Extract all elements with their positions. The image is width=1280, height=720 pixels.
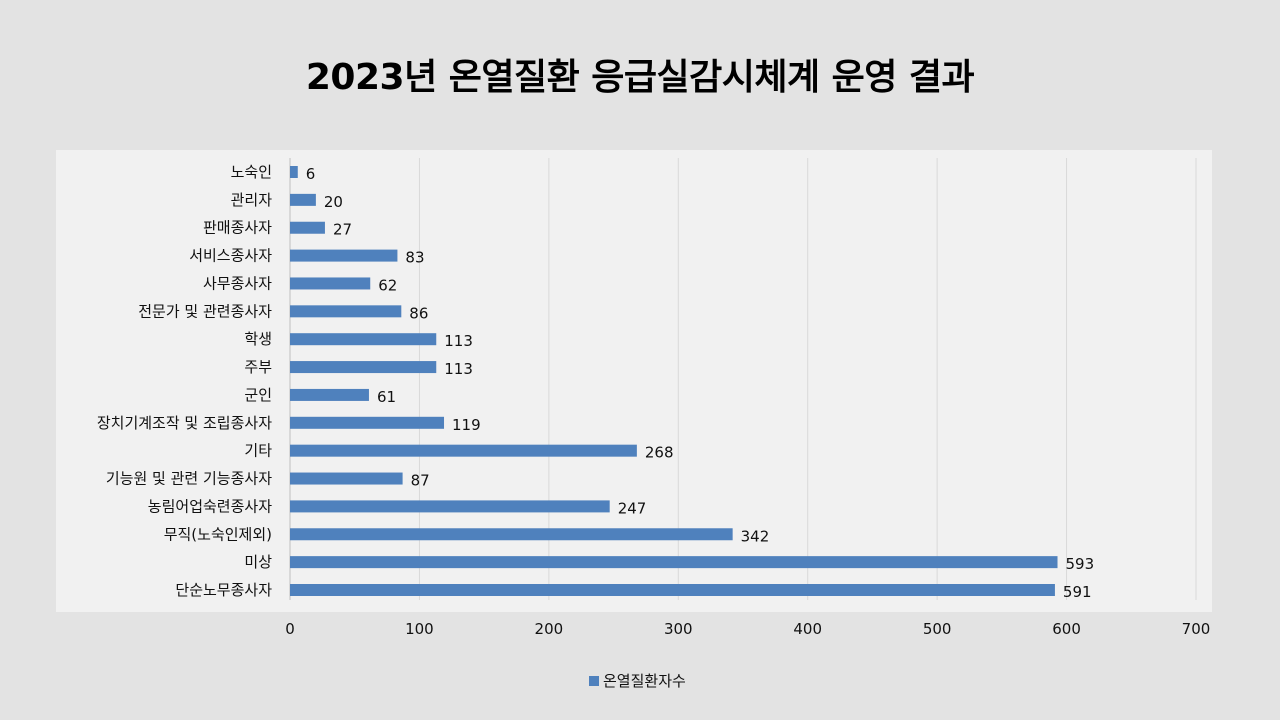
- category-label: 노숙인: [231, 163, 272, 181]
- bar: [290, 193, 316, 206]
- bar: [290, 416, 445, 429]
- data-label: 27: [333, 221, 352, 239]
- bar: [290, 361, 437, 374]
- data-label: 591: [1063, 583, 1092, 601]
- x-tick-label: 500: [923, 620, 952, 638]
- x-tick-label: 100: [405, 620, 434, 638]
- data-label: 87: [411, 472, 430, 490]
- data-label: 83: [405, 249, 424, 267]
- x-tick-label: 300: [664, 620, 693, 638]
- category-label: 군인: [244, 386, 272, 404]
- x-tick-label: 0: [285, 620, 295, 638]
- category-label: 장치기계조작 및 조립종사자: [97, 414, 272, 432]
- bar: [290, 305, 402, 318]
- bar: [290, 472, 403, 485]
- data-label: 113: [444, 332, 473, 350]
- data-label: 61: [377, 388, 396, 406]
- bar: [290, 249, 398, 262]
- category-label: 서비스종사자: [189, 247, 272, 265]
- data-label: 6: [306, 165, 316, 183]
- data-label: 119: [452, 416, 481, 434]
- data-label: 342: [741, 527, 770, 545]
- bar: [290, 388, 369, 401]
- data-label: 247: [618, 499, 647, 517]
- legend-label: 온열질환자수: [603, 672, 686, 690]
- bar: [290, 166, 298, 178]
- bar: [290, 444, 637, 457]
- x-tick-label: 600: [1052, 620, 1081, 638]
- category-label: 무직(노숙인제외): [164, 525, 272, 543]
- data-label: 268: [645, 444, 674, 462]
- category-label: 기능원 및 관련 기능종사자: [106, 470, 272, 488]
- category-label: 주부: [244, 358, 272, 376]
- x-tick-label: 200: [535, 620, 564, 638]
- bar: [290, 556, 1058, 569]
- category-label: 학생: [244, 330, 272, 348]
- category-label: 미상: [244, 553, 272, 571]
- data-label: 20: [324, 193, 343, 211]
- bar: [290, 221, 325, 234]
- category-label: 판매종사자: [203, 219, 272, 237]
- bar: [290, 333, 437, 346]
- legend-swatch: [589, 676, 599, 686]
- data-label: 62: [378, 276, 397, 294]
- category-label: 농림어업숙련종사자: [148, 497, 272, 515]
- category-label: 기타: [244, 442, 272, 460]
- x-tick-label: 400: [793, 620, 822, 638]
- category-label: 전문가 및 관련종사자: [138, 302, 272, 320]
- bar: [290, 528, 733, 541]
- bar: [290, 500, 610, 513]
- category-label: 사무종사자: [203, 274, 272, 292]
- data-label: 593: [1066, 555, 1095, 573]
- data-label: 86: [409, 304, 428, 322]
- bar: [290, 584, 1055, 596]
- category-label: 관리자: [231, 191, 273, 209]
- bar: [290, 277, 371, 290]
- chart-title: 2023년 온열질환 응급실감시체계 운영 결과: [305, 57, 975, 98]
- x-tick-label: 700: [1182, 620, 1211, 638]
- category-label: 단순노무종사자: [175, 581, 272, 599]
- data-label: 113: [444, 360, 473, 378]
